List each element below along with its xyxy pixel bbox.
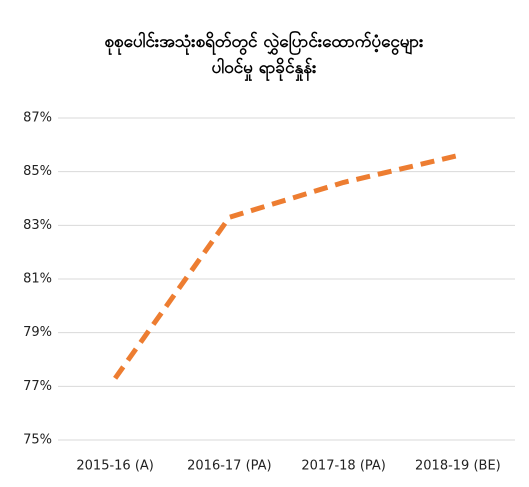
chart-title: ပါဝင်မှု ရာခိုင်နှုန်း: [212, 56, 318, 82]
y-tick-label: 75%: [23, 433, 52, 448]
y-tick-label: 81%: [23, 272, 52, 287]
y-tick-label: 77%: [23, 379, 52, 394]
x-tick-label: 2018-19 (BE): [415, 459, 501, 474]
y-tick-label: 79%: [23, 325, 52, 340]
x-tick-label: 2016-17 (PA): [187, 459, 272, 474]
x-tick-label: 2015-16 (A): [76, 459, 154, 474]
chart-title: စုစုပေါင်းအသုံးစရိတ်တွင် လွှဲပြောင်းထောက…: [104, 29, 424, 56]
y-tick-label: 87%: [23, 111, 52, 126]
x-tick-label: 2017-18 (PA): [301, 459, 386, 474]
y-tick-label: 85%: [23, 164, 52, 179]
line-series: [113, 153, 459, 380]
y-tick-label: 83%: [23, 218, 52, 233]
